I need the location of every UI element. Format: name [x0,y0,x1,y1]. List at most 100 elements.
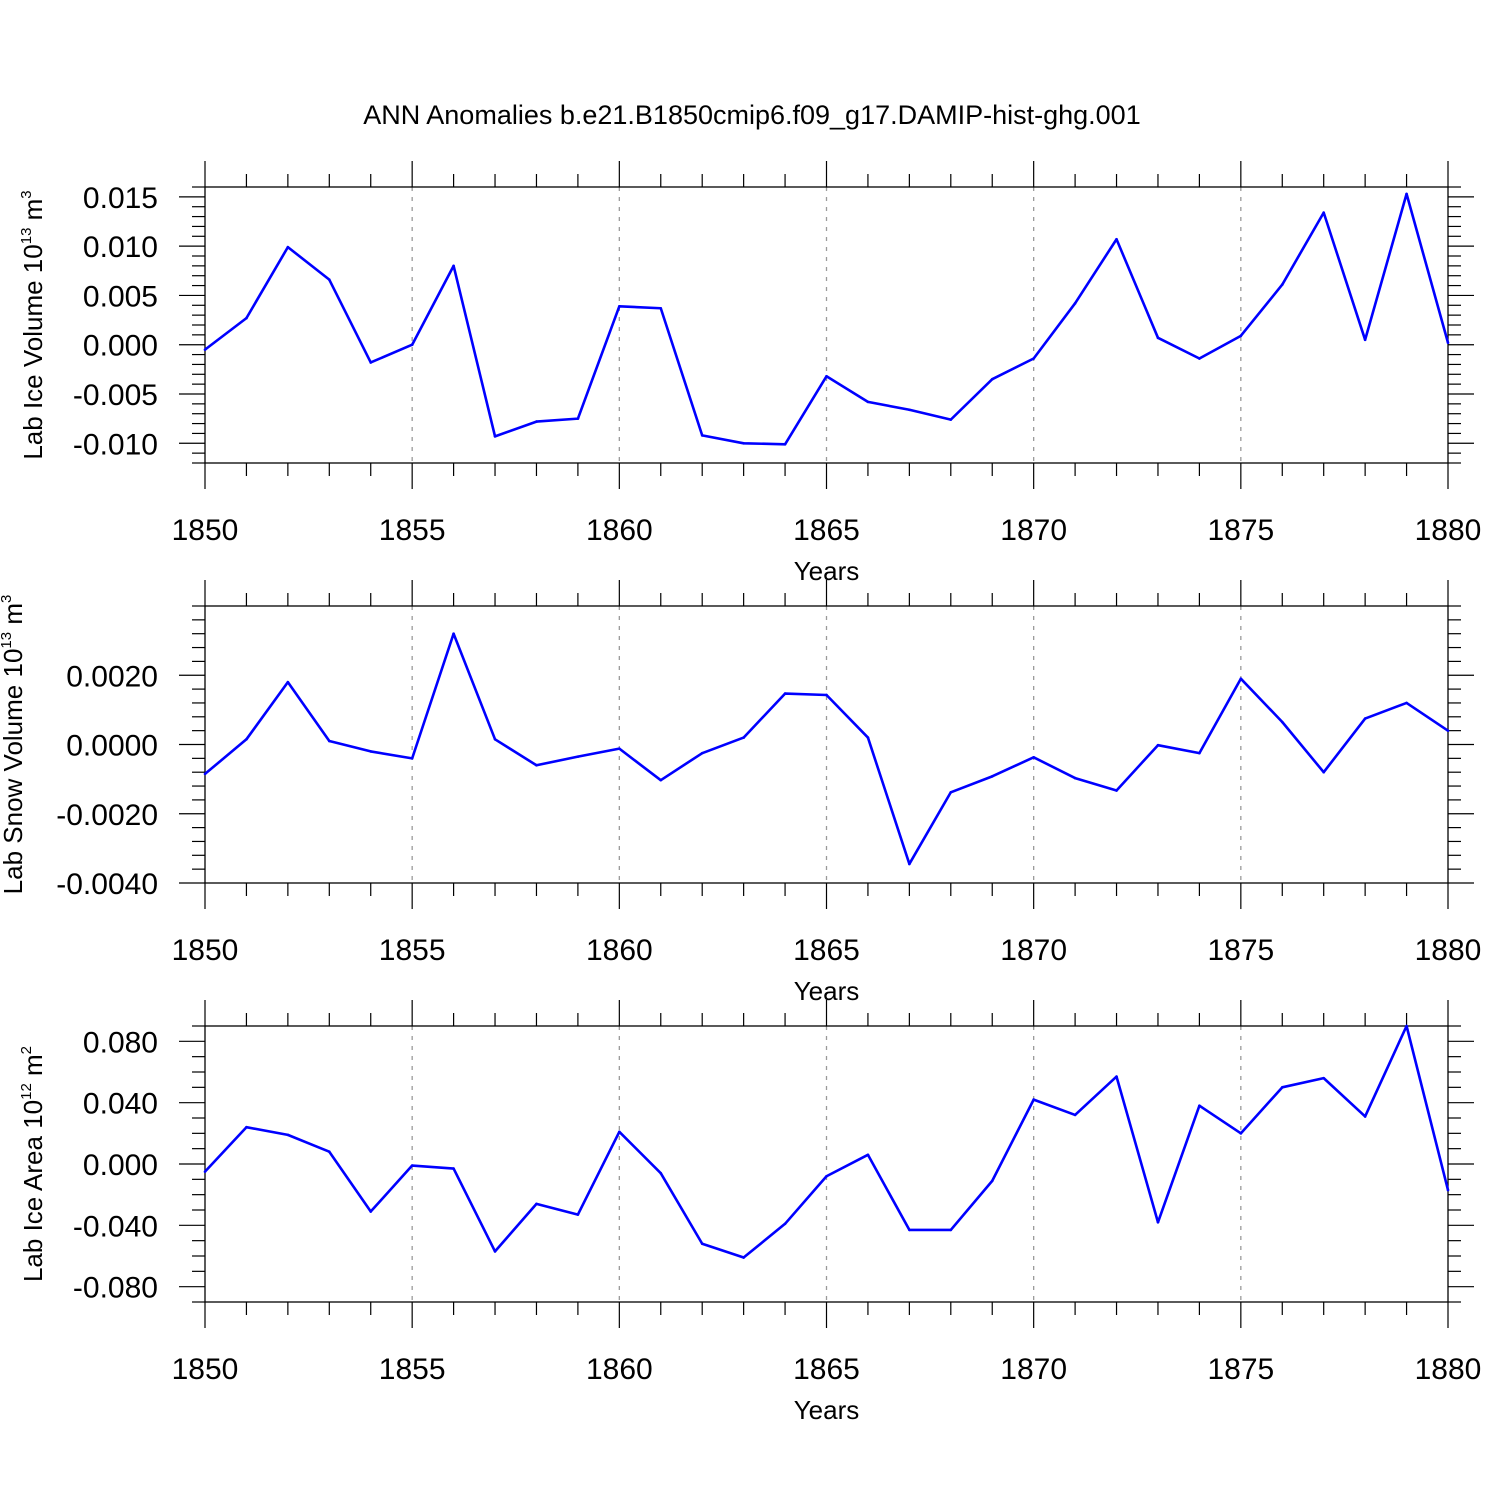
x-tick-label-1865: 1865 [793,934,860,967]
y-tick-label: 0.000 [83,330,158,363]
y-axis-title-text: m [0,603,28,632]
data-point-1851 [245,738,248,741]
y-tick-label: 0.000 [83,1149,158,1182]
y-axis-title-superscript: 3 [18,190,35,198]
data-point-1877 [1322,1076,1325,1080]
y-tick-label: 0.015 [83,182,158,215]
x-tick-label-1875: 1875 [1207,514,1274,547]
data-point-1862 [700,1242,704,1246]
data-point-1867 [908,862,911,866]
x-tick-label-1860: 1860 [586,1353,653,1386]
data-point-1856 [452,1167,455,1170]
y-tick-label: -0.0020 [56,799,158,832]
data-point-1860 [618,304,621,308]
data-point-1878 [1363,338,1367,342]
y-tick-label: 0.010 [83,231,158,264]
data-point-1874 [1198,751,1201,755]
data-point-1863 [742,441,745,445]
y-axis-title-superscript: 12 [18,1083,35,1100]
data-point-1879 [1405,1024,1408,1028]
panel-1: 1850 1855 1860 1865 1870 1875 1880Years-0.010-… [18,161,1481,586]
y-tick-label: 0.0020 [66,660,158,693]
data-point-1880 [1446,1188,1450,1192]
data-point-1859 [576,1213,580,1216]
data-point-1880 [1446,341,1450,345]
x-tick-label-1880: 1880 [1415,514,1482,547]
data-point-1860 [618,747,621,750]
data-point-1872 [1115,1075,1118,1078]
data-point-1850 [203,348,207,351]
data-point-1875 [1239,1132,1243,1135]
data-point-1862 [700,751,704,755]
y-axis-title-superscript: 13 [0,632,15,649]
data-point-1853 [328,1150,331,1154]
data-point-1856 [452,264,455,268]
data-point-1870 [1032,357,1035,360]
data-point-1858 [535,763,538,767]
y-axis-title-superscript: 13 [18,228,35,245]
data-point-1875 [1239,334,1243,338]
y-axis-title-text: Lab Ice Volume 10 [18,244,48,459]
x-tick-label-1870: 1870 [1000,934,1067,967]
data-point-1853 [328,739,331,743]
data-point-1851 [245,1125,248,1129]
x-tick-label-1850: 1850 [172,934,239,967]
data-point-1868 [949,418,953,421]
y-tick-label: -0.010 [73,428,158,461]
data-point-1878 [1363,717,1367,720]
figure-title: ANN Anomalies b.e21.B1850cmip6.f09_g17.D… [363,100,1140,130]
panel-2: 1850 1855 1860 1865 1870 1875 1880Years-0.0040… [0,580,1481,1006]
y-axis-title-superscript: 3 [0,595,15,603]
data-point-1875 [1239,677,1243,681]
y-tick-label: -0.080 [73,1272,158,1305]
data-point-1869 [990,377,994,381]
data-point-1857 [493,435,497,438]
x-tick-label-1880: 1880 [1415,1353,1482,1386]
data-point-1852 [286,1133,290,1137]
series-line-3 [204,1024,1450,1259]
data-point-1857 [493,1250,497,1253]
data-point-1859 [576,417,580,420]
data-point-1854 [369,750,373,753]
data-point-1852 [286,680,290,684]
data-point-1861 [659,306,663,310]
data-point-1872 [1115,237,1118,241]
y-axis-title: Lab Snow Volume 1013 m3 [0,595,28,895]
panel-3: 1850 1855 1860 1865 1870 1875 1880 Years -0.080 -… [18,1000,1481,1425]
x-tick-label-1870: 1870 [1000,514,1067,547]
data-point-1873 [1156,743,1160,747]
x-tick-label-1855: 1855 [379,514,446,547]
data-point-1870 [1032,1098,1035,1101]
y-tick-label: -0.005 [73,379,158,412]
data-point-1880 [1446,729,1450,732]
data-point-1851 [245,316,248,320]
data-point-1876 [1280,720,1284,724]
data-point-1869 [990,1179,994,1183]
data-point-1866 [866,400,870,404]
x-axis-title: Years [794,1395,860,1425]
x-tick-label-1850: 1850 [172,514,239,547]
y-axis-title-text: m [18,199,48,228]
data-point-1850 [203,1170,207,1173]
data-point-1877 [1322,770,1325,774]
data-point-1874 [1198,357,1201,360]
x-tick-label-1860: 1860 [586,934,653,967]
y-axis-title-text: Lab Ice Area 10 [18,1100,48,1282]
data-point-1854 [369,1210,373,1213]
data-point-1854 [369,361,373,364]
data-point-1876 [1280,283,1284,286]
data-point-1874 [1198,1104,1201,1108]
data-point-1859 [576,755,580,758]
data-point-1853 [328,278,331,281]
data-point-1871 [1073,302,1077,305]
y-tick-label: -0.0040 [56,868,158,901]
data-point-1865 [825,693,828,697]
x-tick-label-1860: 1860 [586,514,653,547]
y-tick-label: 0.040 [83,1088,158,1121]
data-point-1865 [825,374,828,378]
data-point-1871 [1073,776,1077,780]
data-point-1879 [1405,701,1408,705]
y-axis-title-text: m [18,1054,48,1083]
y-axis-title: Lab Ice Area 1012 m2 [18,1046,48,1282]
